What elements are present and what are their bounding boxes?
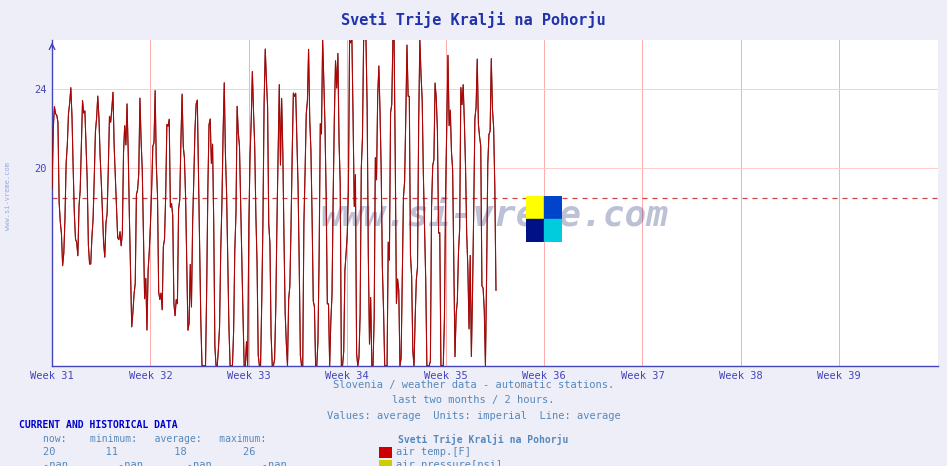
- Text: www.si-vreme.com: www.si-vreme.com: [321, 199, 669, 233]
- Text: air temp.[F]: air temp.[F]: [396, 447, 471, 457]
- Text: Sveti Trije Kralji na Pohorju: Sveti Trije Kralji na Pohorju: [341, 12, 606, 28]
- Bar: [544, 196, 562, 219]
- Bar: [544, 219, 562, 242]
- Text: -nan        -nan       -nan        -nan: -nan -nan -nan -nan: [43, 460, 286, 466]
- Text: www.si-vreme.com: www.si-vreme.com: [5, 162, 10, 230]
- Text: CURRENT AND HISTORICAL DATA: CURRENT AND HISTORICAL DATA: [19, 420, 178, 430]
- Text: Slovenia / weather data - automatic stations.: Slovenia / weather data - automatic stat…: [333, 380, 614, 390]
- Text: last two months / 2 hours.: last two months / 2 hours.: [392, 395, 555, 405]
- Bar: [526, 196, 544, 219]
- Text: 20        11         18         26: 20 11 18 26: [43, 447, 255, 457]
- Text: Values: average  Units: imperial  Line: average: Values: average Units: imperial Line: av…: [327, 411, 620, 420]
- Text: air pressure[psi]: air pressure[psi]: [396, 460, 502, 466]
- Bar: [526, 219, 544, 242]
- Text: Sveti Trije Kralji na Pohorju: Sveti Trije Kralji na Pohorju: [398, 434, 568, 445]
- Text: now:    minimum:   average:   maximum:: now: minimum: average: maximum:: [43, 434, 266, 444]
